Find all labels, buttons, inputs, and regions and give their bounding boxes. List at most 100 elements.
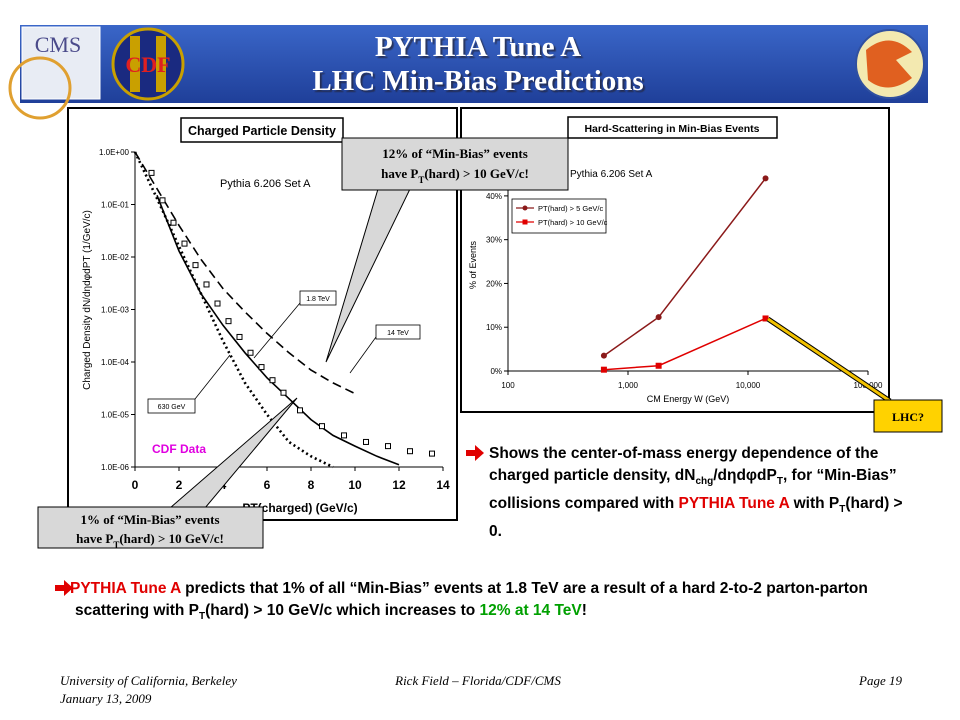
curve-label-leader [253, 302, 301, 359]
data-point [341, 432, 347, 439]
y-tick-label: 1.0E-05 [101, 411, 130, 420]
cdf-logo-bar [130, 36, 140, 92]
left-chart: 1.0E-06 1.0E-05 1.0E-04 1.0E-03 1.0E-02 1.0E-… [82, 117, 450, 515]
y-tick-label: 1.0E+00 [99, 148, 130, 157]
y-tick-label: 30% [486, 236, 502, 245]
y-axis-label: Charged Density dN/dηdφdPT (1/GeV/c) [82, 210, 93, 390]
y-tick-label: 1.0E-01 [101, 201, 130, 210]
footer-text: Rick Field – Florida/CDF/CMS [394, 673, 561, 688]
callout-text-part: have P [76, 531, 113, 546]
chart-title: Hard-Scattering in Min-Bias Events [584, 123, 759, 135]
bullet-text-part: predicts that 1% of all “Min-Bias” event… [75, 580, 868, 619]
callout-box [341, 137, 569, 191]
curve-label-box [147, 398, 196, 414]
callout-text-part: (hard) > 10 GeV/c! [119, 531, 224, 546]
callout-text-part: LHC? [892, 410, 924, 424]
x-axis-label: CM Energy W (GeV) [647, 394, 730, 404]
callout-box [873, 399, 943, 433]
x-tick-label: 10 [348, 478, 362, 492]
data-point [655, 362, 662, 369]
bullet-text: PYTHIA Tune A predicts that 1% of all “M… [70, 578, 925, 628]
chart-title-box [567, 116, 778, 139]
curve-label: 1.8 TeV [306, 296, 330, 303]
bullet-text-part: ! [581, 602, 587, 619]
bullet-arrow [55, 580, 73, 596]
curve-label-leader [194, 354, 231, 400]
data-point [762, 175, 769, 182]
x-tick-label: 2 [176, 478, 183, 492]
data-point [159, 197, 166, 204]
data-point [407, 448, 413, 455]
chart-title-box [180, 117, 344, 143]
data-point [236, 333, 243, 340]
x-tick-label: 14 [436, 478, 450, 492]
footer-text: University of California, Berkeley [60, 673, 237, 688]
legend-box [511, 198, 607, 234]
callout-box [37, 506, 264, 549]
bullet-text-part: PYTHIA Tune A [70, 580, 181, 597]
legend-label: PT(hard) > 5 GeV/c [538, 204, 603, 213]
annotation: Pythia 6.206 Set A [220, 178, 311, 190]
data-point [385, 443, 391, 450]
x-tick-label: 8 [308, 478, 315, 492]
bullet-text-part: , for “Min-Bias” collisions compared wit… [489, 467, 897, 513]
bullet-text-part: /dηdφdP [713, 467, 777, 484]
y-tick-label: 1.0E-06 [101, 463, 130, 472]
legend-marker [522, 219, 528, 225]
y-tick-label: 20% [486, 279, 502, 288]
data-point [225, 318, 232, 325]
slide-title: PYTHIA Tune A [375, 31, 581, 63]
data-point [203, 281, 210, 288]
footer-text: January 13, 2009 [60, 691, 152, 706]
x-tick-label: 1,000 [618, 381, 639, 390]
legend-label: PT(hard) > 10 GeV/c [538, 218, 608, 227]
callout-text: 1% of “Min-Bias” events [80, 512, 219, 527]
x-tick-label: 0 [132, 478, 139, 492]
legend-label: CDF Data [152, 442, 206, 456]
callout-text-part: have P [381, 166, 418, 181]
data-point [192, 262, 199, 269]
data-point [600, 366, 607, 373]
data-point [181, 240, 188, 247]
bullet-text-part: (hard) > 10 GeV/c which increases to [205, 602, 480, 619]
bullet-text-part: 12% at 14 TeV [479, 602, 582, 619]
curve [156, 195, 400, 466]
y-tick-label: 1.0E-02 [101, 253, 130, 262]
data-point [170, 219, 177, 226]
y-tick-label: 10% [486, 323, 502, 332]
legend-marker [522, 205, 528, 211]
bullet-subscript: T [199, 611, 206, 623]
y-axis-label: % of Events [468, 240, 478, 289]
cdf-logo-text: CDF [125, 52, 170, 77]
data-point [297, 407, 303, 414]
curve-label: 630 GeV [158, 404, 186, 411]
bullet-text-part: PYTHIA Tune A [678, 495, 790, 513]
cms-logo [21, 26, 101, 100]
annotation: Pythia 6.206 Set A [570, 169, 653, 180]
callout-pointer [767, 317, 891, 403]
footer-text: Page 19 [858, 673, 902, 688]
cms-logo-ring [8, 56, 72, 120]
bullet-arrow [466, 445, 484, 461]
callout-text-part: 12% of “Min-Bias” events [382, 146, 528, 161]
bullet-subscript: T [776, 476, 783, 488]
data-point [269, 377, 276, 384]
curve-label-box [375, 324, 421, 340]
bullet-text: Shows the center-of-mass energy dependen… [489, 443, 909, 543]
callout-text-part: 1% of “Min-Bias” events [80, 512, 219, 527]
cms-logo-text: CMS [35, 32, 81, 57]
data-point [429, 450, 435, 457]
data-point [148, 169, 155, 176]
bullet-text-part: Shows the center-of-mass energy dependen… [489, 445, 879, 484]
y-tick-label: 1.0E-04 [101, 358, 130, 367]
data-point [258, 364, 265, 371]
data-point [214, 300, 221, 307]
curve [134, 151, 356, 395]
x-tick-label: 6 [264, 478, 271, 492]
callout-text: LHC? [892, 410, 924, 424]
callout-text: have PT(hard) > 10 GeV/c! [76, 531, 224, 550]
cdf-logo-bar [156, 36, 166, 92]
